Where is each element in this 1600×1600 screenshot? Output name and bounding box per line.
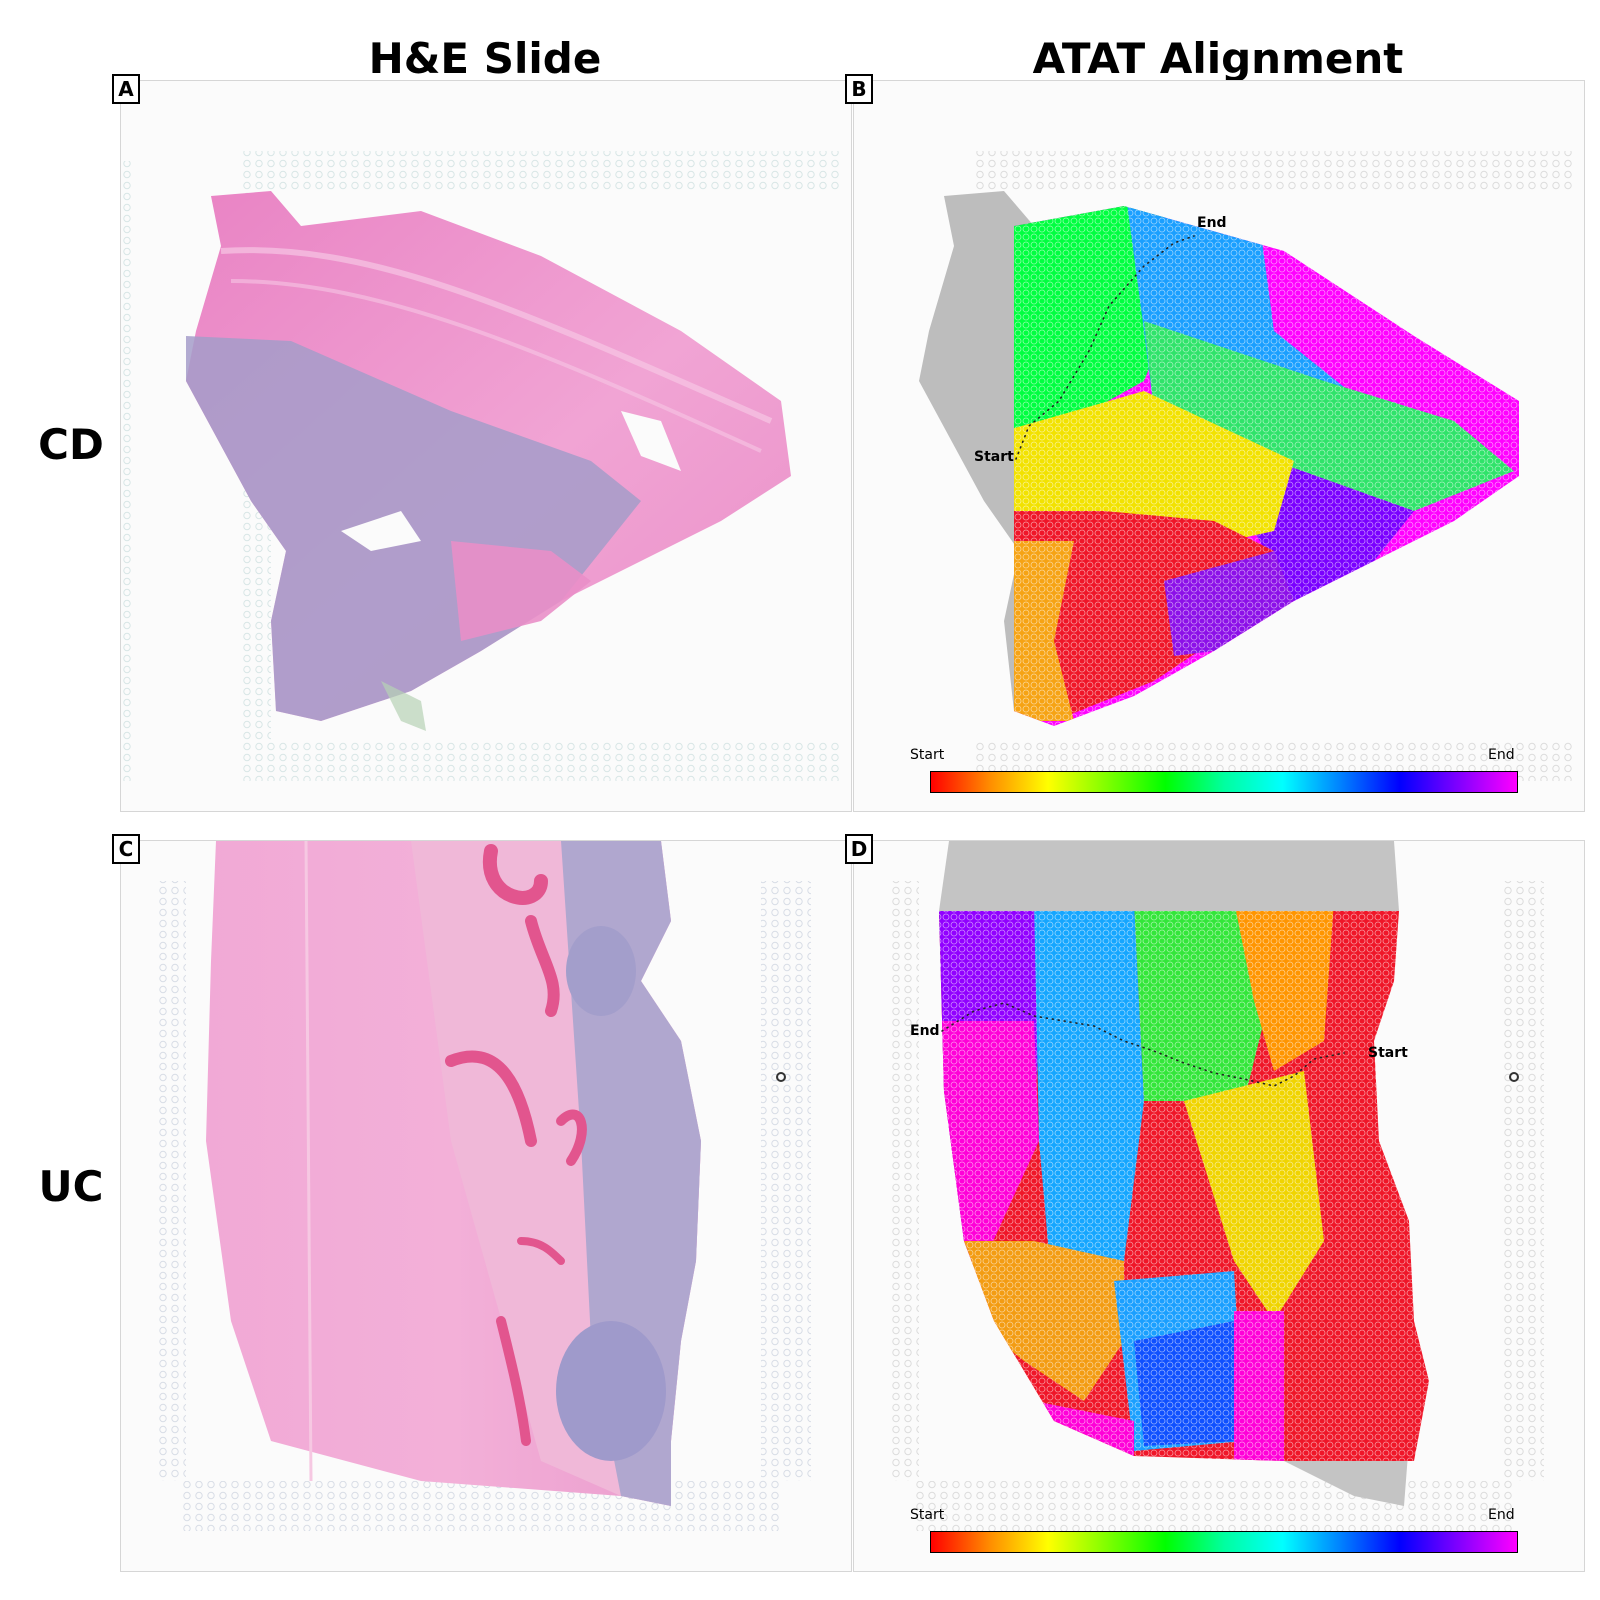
colorbar-start-label-cd: Start xyxy=(910,747,945,763)
path-start-label-uc: Start xyxy=(1368,1045,1408,1061)
path-end-label-cd: End xyxy=(1197,215,1227,231)
colorbar-end-label-cd: End xyxy=(1488,747,1515,763)
column-title-he: H&E Slide xyxy=(368,34,602,83)
panel-d-atat-uc: End Start Start End xyxy=(853,840,1585,1572)
column-title-atat: ATAT Alignment xyxy=(1032,34,1404,83)
trajectory-path-cd xyxy=(1015,235,1195,460)
colorbar-start-label-uc: Start xyxy=(910,1507,945,1523)
colorbar-cd xyxy=(930,771,1518,793)
panel-badge-c: C xyxy=(112,834,140,864)
panel-a-he-cd xyxy=(120,80,852,812)
trajectory-path-uc xyxy=(941,1002,1345,1087)
atat-alignment-image-uc xyxy=(889,841,1544,1531)
colorbar-uc xyxy=(930,1531,1518,1553)
he-tissue-image-uc xyxy=(156,841,811,1531)
panel-badge-b: B xyxy=(845,74,873,104)
panel-b-atat-cd: Start End Start End xyxy=(853,80,1585,812)
colorbar-end-label-uc: End xyxy=(1488,1507,1515,1523)
he-tissue-image-cd xyxy=(121,151,841,781)
path-start-label-cd: Start xyxy=(974,449,1014,465)
panel-c-he-uc xyxy=(120,840,852,1572)
row-title-cd: CD xyxy=(38,420,104,469)
path-end-label-uc: End xyxy=(910,1023,940,1039)
panel-badge-d: D xyxy=(845,834,873,864)
panel-badge-a: A xyxy=(112,74,140,104)
row-title-uc: UC xyxy=(38,1162,104,1211)
atat-alignment-image-cd xyxy=(919,151,1574,781)
